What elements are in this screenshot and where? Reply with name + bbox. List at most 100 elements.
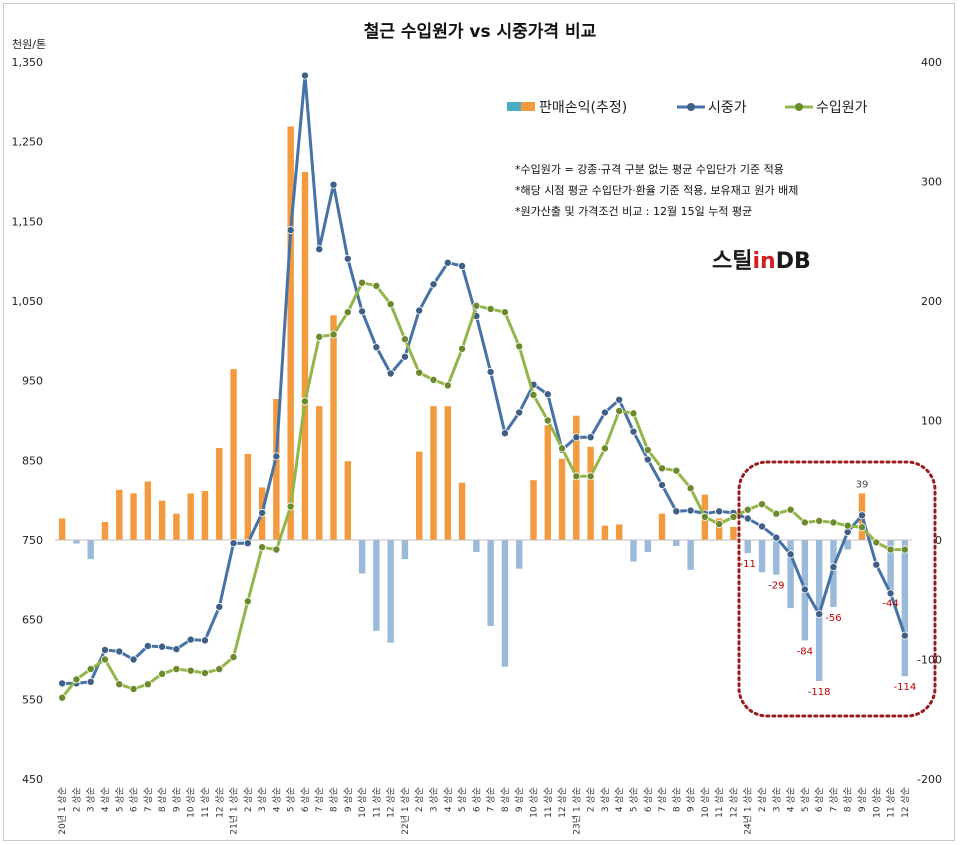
logo-part-2: in	[752, 249, 775, 274]
import-cost-point	[686, 484, 695, 493]
x-tick-label: 3 상순	[86, 787, 97, 812]
profit-bar	[601, 525, 609, 540]
profit-bar	[158, 500, 166, 540]
market-price-point	[86, 677, 95, 686]
market-price-point	[329, 180, 338, 189]
legend-label-import: 수입원가	[816, 100, 868, 116]
market-price-point	[100, 645, 109, 654]
data-labels: -11 -29 -56 -84 -118 39 -44 -114	[740, 479, 917, 698]
x-tick-label: 6 상순	[129, 787, 140, 812]
market-price-point	[272, 452, 281, 461]
profit-bar	[101, 522, 109, 540]
y-left-tick-label: 750	[22, 534, 43, 547]
legend-marker-import	[795, 103, 803, 111]
market-price-point	[500, 429, 509, 438]
import-cost-point	[86, 665, 95, 674]
x-tick-label: 7 상순	[314, 787, 325, 812]
profit-bar	[501, 540, 509, 667]
market-price-point	[486, 367, 495, 376]
x-tick-label: 2 상순	[71, 787, 82, 812]
x-tick-label: 9 상순	[343, 787, 354, 812]
import-cost-point	[186, 666, 195, 675]
logo-part-3: DB	[776, 249, 811, 274]
import-cost-point	[100, 655, 109, 664]
y-right-tick-label: -200	[917, 773, 942, 786]
import-cost-point	[586, 472, 595, 481]
chart-frame	[3, 3, 955, 841]
market-price-point	[443, 258, 452, 267]
legend-swatch-profit-a	[507, 102, 521, 111]
market-price-point	[186, 635, 195, 644]
import-cost-point	[158, 669, 167, 678]
legend-item-profit: 판매손익(추정)	[507, 100, 627, 116]
import-cost-point	[429, 375, 438, 384]
import-cost-point	[629, 409, 638, 418]
import-cost-point	[886, 545, 895, 554]
x-tick-label: 11 상순	[543, 787, 554, 818]
import-cost-point	[200, 669, 209, 678]
data-label: -114	[894, 682, 917, 693]
x-tick-label: 8 상순	[671, 787, 682, 812]
x-tick-label: 5 상순	[800, 787, 811, 812]
x-tick-label: 5 상순	[286, 787, 297, 812]
logo: 스틸inDB	[712, 249, 811, 274]
x-tick-label: 2 상순	[586, 787, 597, 812]
profit-bar	[744, 540, 751, 554]
market-price-point	[658, 481, 667, 490]
x-tick-label: 9 상순	[171, 787, 182, 812]
profit-bar	[773, 540, 780, 575]
market-price-point	[858, 511, 867, 520]
profit-bar	[630, 540, 637, 562]
market-price-point	[886, 589, 895, 598]
y-right-axis: -200 -100 0 100 200 300 400	[917, 56, 942, 786]
market-price-point	[315, 245, 324, 254]
y-left-tick-label: 1,050	[12, 295, 44, 308]
profit-bar	[458, 482, 466, 540]
market-price-point	[429, 280, 438, 289]
y-left-tick-label: 450	[22, 773, 43, 786]
x-tick-label: 10 상순	[357, 787, 368, 818]
profit-bar	[144, 481, 152, 540]
x-tick-label: 9 상순	[857, 787, 868, 812]
x-tick-label: 4 상순	[443, 787, 454, 812]
x-tick-label: 4 상순	[614, 787, 625, 812]
data-label: -44	[882, 599, 898, 610]
y-left-tick-label: 1,150	[12, 215, 44, 228]
data-label: -118	[808, 687, 831, 698]
market-price-point	[515, 408, 524, 417]
x-tick-label: 4 상순	[100, 787, 111, 812]
import-cost-point	[558, 444, 567, 453]
market-price-point	[629, 427, 638, 436]
x-tick-label: 12 상순	[728, 787, 739, 818]
import-cost-point	[643, 445, 652, 454]
market-price-point	[743, 514, 752, 523]
x-tick-label: 6 상순	[643, 787, 654, 812]
profit-bar	[344, 461, 352, 540]
market-price-point	[372, 343, 381, 352]
market-price-series	[58, 71, 909, 688]
import-cost-point	[143, 680, 152, 689]
market-price-point	[415, 306, 424, 315]
highlight-box	[737, 460, 937, 718]
data-label: -84	[797, 646, 813, 657]
x-tick-label: 11 상순	[371, 787, 382, 818]
import-cost-point	[800, 518, 809, 527]
market-price-point	[872, 560, 881, 569]
profit-bar	[887, 540, 894, 593]
note-2: *해당 시점 평균 수입단가·환율 기준 적용, 보유재고 원가 배제	[515, 183, 798, 197]
market-price-point	[815, 610, 824, 619]
profit-bar	[658, 513, 666, 540]
market-price-point	[172, 645, 181, 654]
market-price-point	[686, 506, 695, 515]
import-cost-point	[129, 684, 138, 693]
import-cost-point	[415, 368, 424, 377]
import-cost-point	[715, 520, 724, 529]
import-cost-point	[829, 518, 838, 527]
profit-bar	[173, 513, 180, 540]
market-price-point	[229, 539, 238, 548]
x-tick-label: 12 상순	[386, 787, 397, 818]
import-cost-point	[472, 301, 481, 310]
x-tick-label: 3 상순	[429, 787, 440, 812]
x-tick-label: 3 상순	[600, 787, 611, 812]
x-tick-label: 21년 1 상순	[229, 787, 240, 835]
